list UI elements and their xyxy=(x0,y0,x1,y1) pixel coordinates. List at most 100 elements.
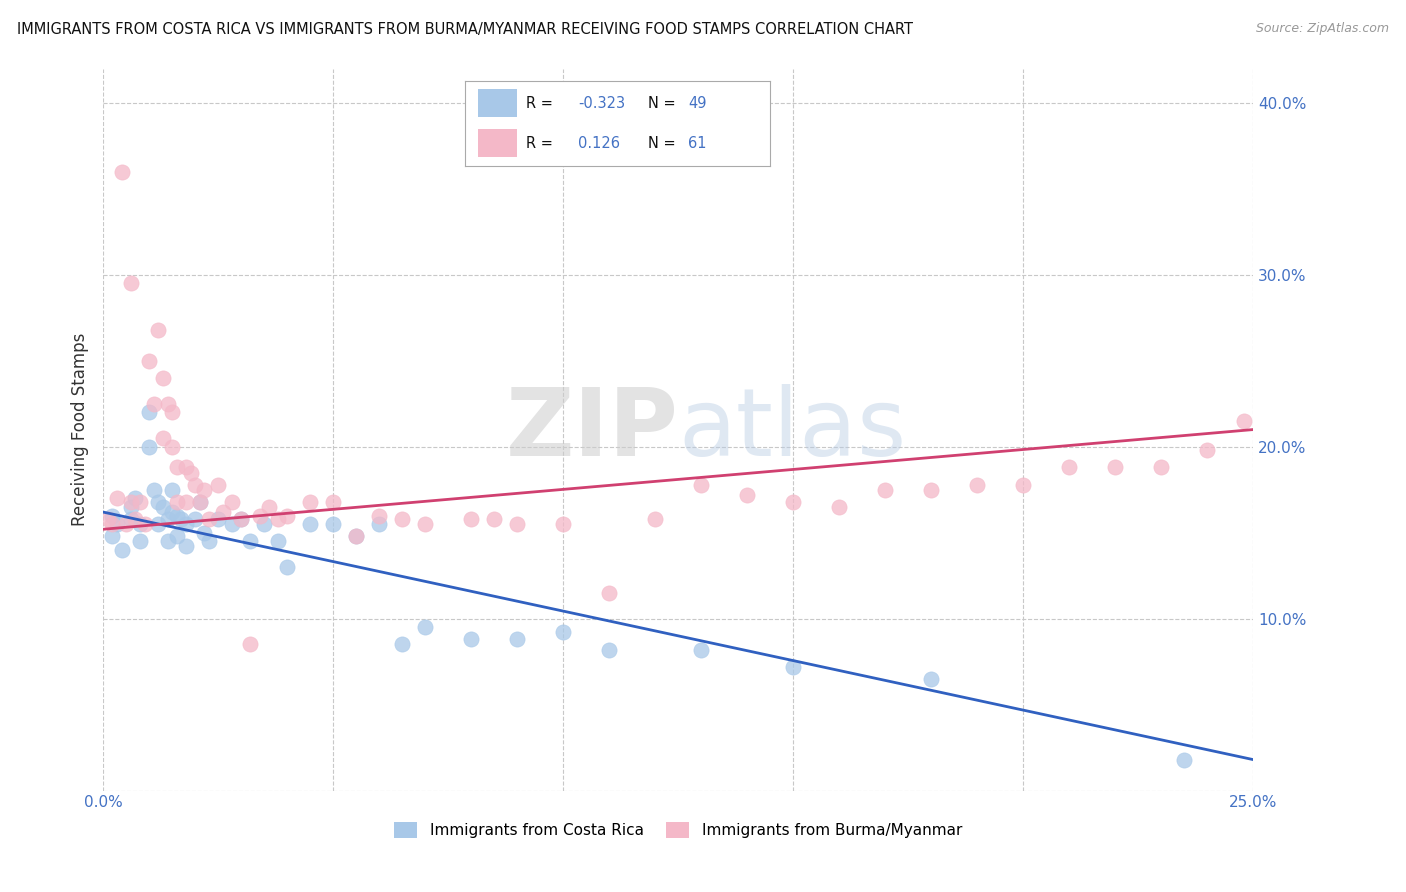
Point xyxy=(101,517,124,532)
Point xyxy=(129,517,152,532)
Point xyxy=(193,525,215,540)
Point xyxy=(1150,460,1173,475)
Point xyxy=(166,495,188,509)
Point xyxy=(344,529,367,543)
Point xyxy=(1197,443,1219,458)
Point xyxy=(207,477,229,491)
Point xyxy=(828,500,851,514)
Point xyxy=(142,397,165,411)
Point xyxy=(322,495,344,509)
Point xyxy=(174,495,197,509)
Point xyxy=(166,508,188,523)
Point xyxy=(598,642,620,657)
Point xyxy=(322,517,344,532)
Point xyxy=(1233,414,1256,428)
Text: atlas: atlas xyxy=(678,384,907,475)
Point xyxy=(134,517,156,532)
Point xyxy=(198,534,221,549)
Point xyxy=(174,460,197,475)
Point xyxy=(166,460,188,475)
Point xyxy=(239,637,262,651)
Point xyxy=(413,517,436,532)
Point xyxy=(391,512,413,526)
Point xyxy=(249,508,271,523)
Legend: Immigrants from Costa Rica, Immigrants from Burma/Myanmar: Immigrants from Costa Rica, Immigrants f… xyxy=(388,816,969,845)
Point xyxy=(142,483,165,497)
Point xyxy=(690,642,713,657)
Point xyxy=(1104,460,1126,475)
Point xyxy=(166,529,188,543)
Point xyxy=(110,164,132,178)
Point xyxy=(105,517,128,532)
Point xyxy=(221,495,243,509)
Point xyxy=(174,540,197,554)
Point xyxy=(120,277,142,291)
Point xyxy=(460,632,482,647)
Point xyxy=(553,517,575,532)
Point xyxy=(299,495,322,509)
Point xyxy=(782,495,804,509)
Point xyxy=(152,371,174,385)
Y-axis label: Receiving Food Stamps: Receiving Food Stamps xyxy=(72,333,89,526)
Point xyxy=(148,323,170,337)
Point xyxy=(276,508,298,523)
Point xyxy=(391,637,413,651)
Point xyxy=(735,488,758,502)
Point xyxy=(156,397,179,411)
Point xyxy=(188,495,211,509)
Point xyxy=(482,512,505,526)
Point xyxy=(160,405,183,419)
Point xyxy=(221,517,243,532)
Point xyxy=(368,517,391,532)
Point xyxy=(231,512,253,526)
Point xyxy=(184,512,207,526)
Point xyxy=(110,542,132,557)
Point xyxy=(101,529,124,543)
Point xyxy=(152,500,174,514)
Point xyxy=(875,483,897,497)
Point xyxy=(966,477,988,491)
Point xyxy=(644,512,666,526)
Point xyxy=(129,534,152,549)
Point xyxy=(506,632,529,647)
Point xyxy=(553,625,575,640)
Point xyxy=(690,477,713,491)
Point xyxy=(211,505,233,519)
Point xyxy=(97,512,120,526)
Point xyxy=(1173,753,1195,767)
Point xyxy=(267,512,290,526)
Point xyxy=(120,512,142,526)
Text: IMMIGRANTS FROM COSTA RICA VS IMMIGRANTS FROM BURMA/MYANMAR RECEIVING FOOD STAMP: IMMIGRANTS FROM COSTA RICA VS IMMIGRANTS… xyxy=(17,22,912,37)
Point xyxy=(920,483,942,497)
Point xyxy=(160,505,183,519)
Point xyxy=(782,660,804,674)
Point xyxy=(257,500,280,514)
Point xyxy=(184,477,207,491)
Point xyxy=(138,353,160,368)
Point xyxy=(120,500,142,514)
Point xyxy=(344,529,367,543)
Point xyxy=(253,517,276,532)
Point xyxy=(148,495,170,509)
Point xyxy=(188,495,211,509)
Point xyxy=(160,483,183,497)
Point xyxy=(276,560,298,574)
Point xyxy=(506,517,529,532)
Point xyxy=(105,491,128,506)
Point xyxy=(101,508,124,523)
Point xyxy=(299,517,322,532)
Point xyxy=(1012,477,1035,491)
Text: ZIP: ZIP xyxy=(505,384,678,475)
Point xyxy=(174,517,197,532)
Point xyxy=(160,440,183,454)
Point xyxy=(207,512,229,526)
Point xyxy=(193,483,215,497)
Point xyxy=(115,517,138,532)
Point xyxy=(920,672,942,686)
Point xyxy=(124,512,146,526)
Point xyxy=(231,512,253,526)
Point xyxy=(460,512,482,526)
Point xyxy=(239,534,262,549)
Point xyxy=(156,534,179,549)
Point xyxy=(148,517,170,532)
